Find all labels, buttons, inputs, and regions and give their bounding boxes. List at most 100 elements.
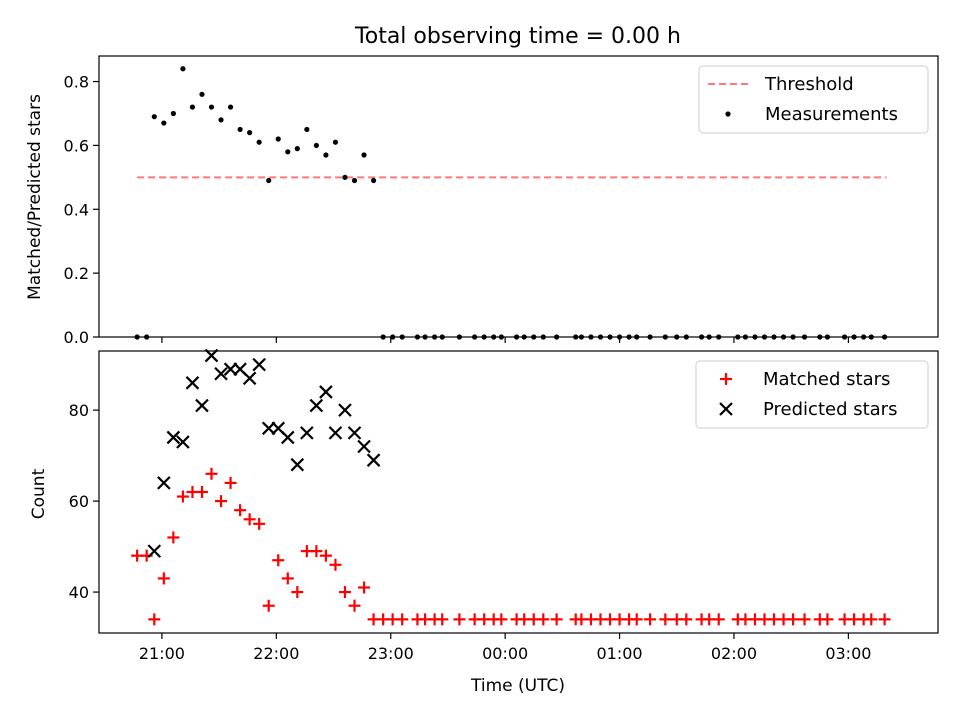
bottom-legend: Matched stars Predicted stars [695, 360, 929, 429]
matched-star-point [712, 613, 725, 626]
measurement-point [170, 110, 176, 117]
predicted-star-point [357, 439, 371, 454]
measurement-point [237, 126, 243, 133]
bottom-x-ticks: 21:00 22:00 23:00 00:00 01:00 02:00 03:00 [139, 633, 871, 663]
matched-star-point [338, 586, 351, 599]
legend-predicted-swatch [719, 402, 733, 416]
matched-star-point [495, 613, 508, 626]
matched-star-point [319, 549, 332, 562]
matched-star-point [630, 613, 643, 626]
legend-measurements-label: Measurements [765, 104, 898, 125]
matched-star-point [291, 586, 304, 599]
matched-star-point [878, 613, 891, 626]
matched-star-point [453, 613, 466, 626]
bottom-legend-box [695, 360, 929, 429]
predicted-star-point [147, 544, 162, 558]
x-tick-label: 01:00 [597, 644, 643, 663]
x-axis-label: Time (UTC) [470, 676, 565, 696]
matched-star-point [157, 572, 170, 585]
measurement-point [361, 152, 367, 158]
bottom-y-ticks: 40 60 80 [69, 401, 99, 602]
matched-star-point [167, 531, 180, 544]
y-tick-label: 0.6 [64, 136, 89, 155]
matched-star-point [215, 495, 228, 508]
predicted-star-point [290, 457, 305, 472]
matched-star-point [644, 613, 657, 626]
matched-star-point [865, 613, 878, 626]
matched-star-point [262, 599, 275, 612]
matched-star-point [348, 599, 361, 612]
bottom-axes-frame [98, 350, 939, 634]
matched-star-point [176, 490, 189, 503]
measurement-point [370, 177, 377, 184]
bottom-plot-area [131, 348, 891, 626]
x-tick-label: 23:00 [368, 644, 414, 663]
predicted-star-point [328, 426, 343, 440]
measurement-point [351, 177, 358, 184]
measurement-point [180, 66, 186, 72]
x-tick-label: 02:00 [711, 644, 757, 663]
measurement-point [256, 139, 262, 145]
top-y-axis-label: Matched/Predicted stars [25, 94, 45, 300]
predicted-star-point [242, 371, 257, 386]
y-tick-label: 0.2 [64, 264, 89, 283]
y-tick-label: 0.0 [64, 328, 89, 347]
top-plot-area [134, 66, 888, 340]
x-tick-label: 21:00 [139, 644, 185, 663]
legend-measurements-swatch [725, 111, 731, 117]
matched-star-point [358, 581, 371, 594]
measurement-point [275, 136, 281, 142]
matched-star-point [821, 613, 834, 626]
legend-matched-label: Matched stars [763, 369, 890, 390]
top-panel: 0.00.20.40.60.8 Matched/Predicted stars … [25, 55, 939, 347]
matched-star-point [148, 613, 161, 626]
bottom-y-axis-label: Count [29, 468, 49, 519]
matched-star-point [224, 476, 237, 489]
predicted-star-point [185, 376, 200, 390]
x-tick-label: 22:00 [253, 644, 299, 663]
y-tick-label: 0.8 [64, 73, 89, 92]
measurement-point [161, 120, 167, 126]
measurement-point [247, 130, 253, 136]
matched-star-point [195, 486, 208, 498]
predicted-star-point [214, 366, 228, 381]
matched-star-point [436, 613, 449, 626]
predicted-star-point [300, 426, 314, 440]
predicted-star-point [319, 385, 333, 399]
matched-star-point [396, 613, 409, 626]
measurement-point [332, 139, 339, 145]
measurement-point [151, 114, 157, 120]
matched-star-point [253, 517, 266, 530]
y-tick-label: 60 [69, 492, 89, 511]
measurement-point [208, 104, 215, 110]
x-tick-label: 03:00 [825, 644, 871, 663]
x-tick-label: 00:00 [482, 644, 528, 663]
top-legend-box [698, 65, 929, 134]
matched-star-point [205, 467, 218, 480]
measurement-point [189, 104, 196, 110]
matched-star-point [537, 613, 550, 626]
matched-star-point [243, 513, 256, 526]
figure-title: Total observing time = 0.00 h [354, 24, 681, 49]
y-tick-label: 80 [69, 401, 89, 420]
measurement-point [304, 126, 310, 133]
bottom-panel: 40 60 80 21:00 22:00 23:00 00:00 01:00 02:00 03:… [29, 348, 939, 696]
legend-threshold-label: Threshold [764, 74, 854, 95]
matched-star-point [272, 554, 285, 567]
measurement-point [218, 117, 224, 123]
legend-matched-swatch [720, 373, 732, 385]
predicted-star-point [166, 430, 181, 445]
matched-star-point [659, 613, 672, 626]
matched-star-point [550, 613, 563, 626]
predicted-star-point [338, 403, 352, 417]
measurement-point [323, 152, 329, 158]
top-y-ticks: 0.0 0.2 0.4 0.6 0.8 [64, 73, 99, 347]
predicted-star-point [252, 357, 266, 372]
measurement-point [342, 174, 348, 180]
legend-predicted-label: Predicted stars [763, 399, 897, 420]
measurement-point [227, 104, 234, 110]
matched-star-point [234, 504, 247, 517]
matched-star-point [798, 613, 811, 626]
matched-star-point [329, 558, 342, 571]
